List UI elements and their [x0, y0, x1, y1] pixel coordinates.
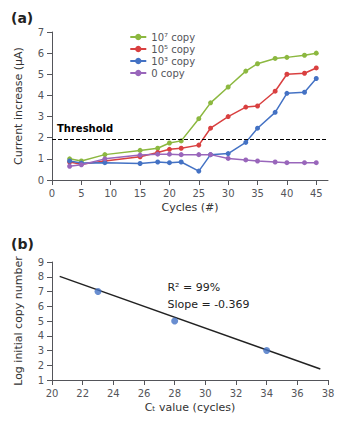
svg-text:1: 1 [38, 375, 44, 386]
svg-text:7: 7 [38, 27, 44, 38]
svg-text:28: 28 [168, 388, 181, 399]
svg-text:30: 30 [199, 388, 212, 399]
svg-text:0 copy: 0 copy [151, 68, 185, 79]
svg-text:(b): (b) [11, 236, 34, 252]
svg-text:25: 25 [192, 188, 205, 199]
svg-text:Slope = -0.369: Slope = -0.369 [167, 298, 249, 311]
svg-text:38: 38 [322, 388, 335, 399]
svg-text:5: 5 [38, 316, 44, 327]
svg-text:45: 45 [310, 188, 323, 199]
svg-text:9: 9 [38, 257, 44, 268]
svg-text:2: 2 [38, 360, 44, 371]
svg-text:3: 3 [38, 345, 44, 356]
svg-text:24: 24 [107, 388, 120, 399]
svg-text:6: 6 [38, 48, 44, 59]
svg-text:3: 3 [38, 111, 44, 122]
svg-text:0: 0 [49, 188, 55, 199]
svg-text:22: 22 [76, 388, 89, 399]
svg-text:40: 40 [281, 188, 294, 199]
svg-text:20: 20 [163, 188, 176, 199]
svg-text:10⁷ copy: 10⁷ copy [151, 32, 195, 43]
svg-text:0: 0 [38, 175, 44, 186]
svg-text:Cₜ value (cycles): Cₜ value (cycles) [145, 401, 236, 414]
svg-text:10: 10 [104, 188, 117, 199]
svg-text:7: 7 [38, 286, 44, 297]
svg-text:10⁵ copy: 10⁵ copy [151, 44, 195, 55]
svg-text:Log initial copy number: Log initial copy number [12, 256, 25, 386]
svg-text:20: 20 [46, 388, 59, 399]
svg-text:(a): (a) [11, 10, 33, 26]
svg-text:8: 8 [38, 271, 44, 282]
svg-text:26: 26 [138, 388, 151, 399]
svg-text:15: 15 [134, 188, 147, 199]
svg-text:2: 2 [38, 132, 44, 143]
svg-text:4: 4 [38, 90, 44, 101]
svg-text:5: 5 [78, 188, 84, 199]
svg-text:Threshold: Threshold [57, 123, 113, 134]
svg-text:1: 1 [38, 153, 44, 164]
svg-text:4: 4 [38, 330, 44, 341]
svg-text:Current increase (μA): Current increase (μA) [12, 47, 25, 165]
svg-text:34: 34 [260, 388, 273, 399]
svg-text:35: 35 [251, 188, 264, 199]
svg-text:5: 5 [38, 69, 44, 80]
svg-text:32: 32 [230, 388, 243, 399]
svg-text:10³ copy: 10³ copy [151, 56, 195, 67]
svg-text:36: 36 [291, 388, 304, 399]
svg-text:30: 30 [222, 188, 235, 199]
svg-text:6: 6 [38, 301, 44, 312]
svg-text:R² = 99%: R² = 99% [167, 281, 220, 294]
svg-text:Cycles (#): Cycles (#) [161, 201, 218, 214]
